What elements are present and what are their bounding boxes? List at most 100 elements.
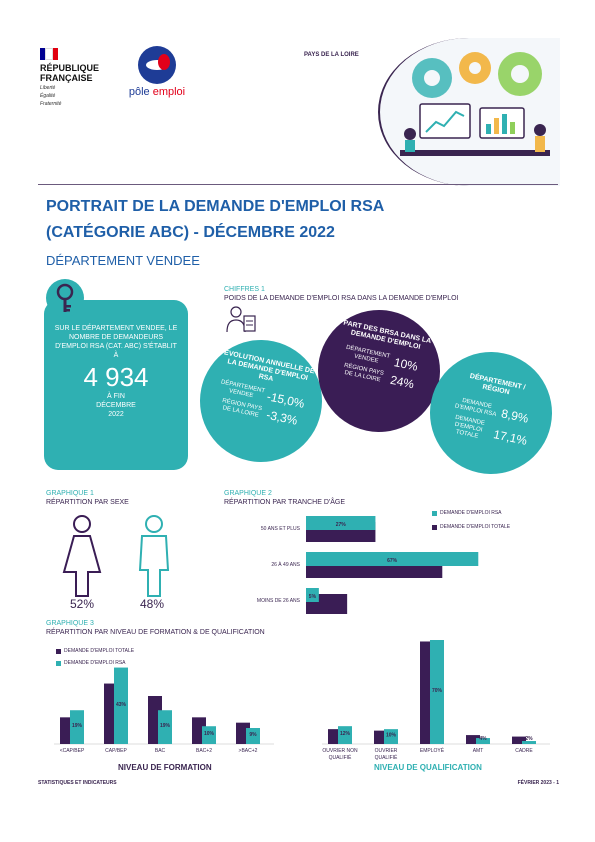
axis-title-qualification: NIVEAU DE QUALIFICATION: [374, 763, 482, 772]
male-pct: 48%: [140, 597, 165, 611]
formation-category-label: CAP/BEP: [105, 748, 127, 754]
key-figure-foot-1: À FIN: [107, 393, 125, 400]
bubble-evolution-r2-value: -3,3%: [265, 407, 299, 428]
qualif-bar-rsa: [476, 738, 490, 744]
formation-bar-rsa: [70, 710, 84, 744]
graph3-legend-total: DEMANDE D'EMPLOI TOTALE: [56, 648, 134, 654]
rf-line2: FRANÇAISE: [40, 73, 93, 83]
formation-bar-rsa: [158, 710, 172, 744]
chiffres-desc: POIDS DE LA DEMANDE D'EMPLOI RSA DANS LA…: [224, 295, 459, 302]
qualif-data-label: 70%: [432, 688, 443, 694]
formation-category-label: >BAC+2: [239, 748, 258, 754]
formation-bar-rsa: [202, 726, 216, 744]
graph1-label: GRAPHIQUE 1: [46, 490, 94, 497]
footer-right: FÉVRIER 2023 - 1: [517, 780, 559, 786]
person-clipboard-icon: [224, 304, 258, 334]
graph1-desc: RÉPARTITION PAR SEXE: [46, 499, 129, 506]
age-data-label: 5%: [309, 594, 317, 600]
pe-name-right: emploi: [152, 86, 186, 98]
key-figure-text: SUR LE DÉPARTEMENT VENDEE, LE NOMBRE DE …: [54, 325, 178, 359]
formation-category-label: <CAP/BEP: [60, 748, 85, 754]
graph2-legend-rsa-text: DEMANDE D'EMPLOI RSA: [440, 510, 502, 516]
formation-category-label: BAC: [155, 748, 166, 754]
graph2-label: GRAPHIQUE 2: [224, 490, 272, 497]
key-figure-card: SUR LE DÉPARTEMENT VENDEE, LE NOMBRE DE …: [44, 300, 188, 470]
bubble-part-brsa-r1-value: 10%: [392, 355, 420, 374]
key-figure-foot-2: DÉCEMBRE: [96, 402, 136, 409]
qualif-category-label: OUVRIER: [375, 748, 398, 754]
key-icon: [46, 279, 84, 317]
graph3-desc: RÉPARTITION PAR NIVEAU DE FORMATION & DE…: [46, 629, 265, 636]
republique-francaise-logo: RÉPUBLIQUE FRANÇAISE Liberté Égalité Fra…: [40, 48, 120, 107]
qualification-bar-chart: 12%OUVRIER NONQUALIFIÉ10%OUVRIERQUALIFIÉ…: [322, 640, 550, 761]
formation-data-label: 9%: [249, 732, 257, 738]
formation-data-label: 19%: [160, 723, 171, 729]
qualif-bar-total: [466, 735, 480, 744]
qualif-category-label: EMPLOYÉ: [420, 747, 445, 754]
rf-motto-1: Liberté: [40, 85, 56, 91]
formation-bar-rsa: [246, 728, 260, 744]
qualif-bar-total: [512, 736, 526, 744]
qualif-category-label: AMT: [473, 748, 484, 754]
female-icon: [62, 514, 102, 598]
page-subtitle: DÉPARTEMENT VENDEE: [46, 253, 200, 268]
age-category-label: 50 ANS ET PLUS: [261, 526, 301, 532]
header-divider: [38, 184, 558, 185]
key-figure-value: 4 934: [83, 362, 149, 392]
qualif-category-label: OUVRIER NON: [322, 748, 358, 754]
rf-motto-2: Égalité: [40, 93, 56, 99]
graph2-legend-total-text: DEMANDE D'EMPLOI TOTALE: [440, 524, 511, 530]
graph3-legend-rsa-text: DEMANDE D'EMPLOI RSA: [64, 660, 126, 666]
pe-name-left: pôle: [128, 86, 153, 98]
qualif-bar-rsa: [338, 726, 352, 744]
qualif-data-label: 12%: [340, 731, 351, 737]
age-bar-rsa: [306, 552, 479, 566]
bubble-departement-region: DÉPARTEMENT / RÉGION DEMANDE D'EMPLOI RS…: [418, 340, 564, 486]
qualif-data-label: 2%: [525, 736, 533, 742]
qualif-bar-rsa: [522, 741, 536, 744]
qualif-category-label: QUALIFIÉ: [375, 754, 398, 761]
qualif-data-label: 4%: [479, 736, 487, 742]
page-title-line2: (CATÉGORIE ABC) - DÉCEMBRE 2022: [46, 224, 335, 241]
male-icon: [134, 514, 174, 598]
graph3-legend-rsa: DEMANDE D'EMPLOI RSA: [56, 660, 126, 666]
rf-line1: RÉPUBLIQUE: [40, 63, 100, 73]
qualif-category-label: QUALIFIÉ: [329, 754, 352, 761]
bubble-part-brsa-r2-value: 24%: [388, 372, 416, 392]
office-illustration: [378, 38, 560, 186]
footer-left: STATISTIQUES ET INDICATEURS: [38, 780, 117, 786]
graph3-label: GRAPHIQUE 3: [46, 620, 94, 627]
graph2-legend-rsa: DEMANDE D'EMPLOI RSA: [432, 510, 502, 516]
qualif-category-label: CADRE: [515, 748, 533, 754]
graph3-legend-total-text: DEMANDE D'EMPLOI TOTALE: [64, 648, 135, 654]
french-flag-icon: [40, 48, 58, 60]
formation-data-label: 10%: [204, 731, 215, 737]
age-data-label: 27%: [336, 522, 347, 528]
bubble-dept-region-r2-value: 17,1%: [492, 426, 529, 448]
bubble-dept-region-r2-label: DEMANDE D'EMPLOI TOTALE: [454, 414, 486, 440]
age-data-label: 67%: [387, 558, 398, 564]
region-label: PAYS DE LA LOIRE: [304, 52, 359, 58]
age-bar-rsa: [306, 516, 376, 530]
age-category-label: 26 À 49 ANS: [271, 561, 300, 568]
pole-emploi-logo: pôle emploi: [112, 46, 202, 98]
formation-bar-chart: 19% <CAP/BEP 43% CAP/BEP 19% BAC 10% BAC+2 9% >BA…: [54, 667, 274, 754]
chiffres-label: CHIFFRES 1: [224, 286, 265, 293]
formation-data-label: 19%: [72, 723, 83, 729]
rf-motto-3: Fraternité: [40, 101, 62, 107]
age-category-label: MOINS DE 26 ANS: [257, 598, 301, 604]
graph2-legend-total: DEMANDE D'EMPLOI TOTALE: [432, 524, 510, 530]
female-pct: 52%: [70, 597, 95, 611]
qualif-data-label: 10%: [386, 733, 397, 739]
formation-category-label: BAC+2: [196, 748, 212, 754]
graph2-desc: RÉPARTITION PAR TRANCHE D'ÂGE: [224, 499, 346, 506]
formation-data-label: 43%: [116, 702, 127, 708]
qualif-bar-rsa: [430, 640, 444, 744]
axis-title-formation: NIVEAU DE FORMATION: [118, 763, 212, 772]
age-bar-chart: 50 ANS ET PLUS 27% 26 À 49 ANS 67% MOINS DE …: [257, 516, 479, 614]
qualif-bar-rsa: [384, 729, 398, 744]
key-figure-foot-3: 2022: [108, 411, 124, 418]
age-bar-rsa: [306, 588, 319, 602]
page-title-line1: PORTRAIT DE LA DEMANDE D'EMPLOI RSA: [46, 198, 385, 215]
bubble-evolution: ÉVOLUTION ANNUELLE DE LA DEMANDE D'EMPLO…: [188, 328, 334, 474]
